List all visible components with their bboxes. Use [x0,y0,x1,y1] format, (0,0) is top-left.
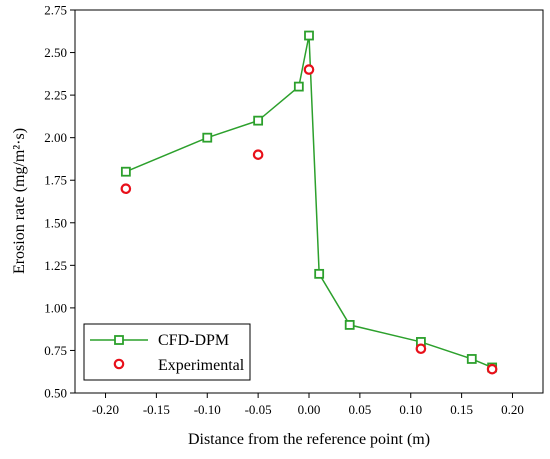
y-tick-label: 2.75 [44,3,67,18]
y-axis-title: Erosion rate (mg/m²·s) [11,128,28,274]
cfd-dpm-marker [344,320,355,330]
legend-label-experimental: Experimental [158,357,245,374]
series-layer [120,30,498,375]
y-tick-label: 2.25 [44,88,67,103]
x-tick-label: -0.20 [92,402,119,417]
experimental-marker [415,343,427,355]
cfd-dpm-marker [293,81,304,92]
x-tick-label: 0.05 [348,402,371,417]
y-tick-label: 2.00 [44,130,67,145]
x-tick-label: -0.05 [245,402,272,417]
x-tick-label: 0.20 [501,402,524,417]
x-tick-label: 0.10 [399,402,422,417]
y-tick-label: 1.25 [44,258,67,273]
cfd-dpm-marker [466,354,477,364]
y-axis-ticks: 0.50 0.75 1.00 1.25 1.50 1.75 2.00 2.25 2.50 2.75 [44,3,75,401]
legend-exp-marker [113,358,125,370]
cfd-dpm-marker [304,30,314,41]
cfd-dpm-marker [120,166,131,177]
cfd-dpm-line [125,35,493,369]
legend-label-cfd-dpm: CFD-DPM [158,332,229,349]
cfd-dpm-marker [253,115,264,126]
legend-box [83,323,251,381]
experimental-marker [486,363,498,375]
x-axis-title: Distance from the reference point (m) [188,431,430,448]
x-axis-ticks: -0.20 -0.15 -0.10 -0.05 0.00 0.05 0.10 0.15 0.20 [92,393,524,417]
experimental-marker [252,149,264,160]
y-tick-label: 2.50 [44,45,67,60]
x-tick-label: 0.00 [298,402,321,417]
x-tick-label: -0.10 [194,402,221,417]
y-tick-label: 1.00 [44,300,67,315]
y-tick-label: 0.75 [44,343,67,358]
cfd-dpm-marker [314,268,325,279]
y-tick-label: 1.75 [44,173,67,188]
experimental-marker [303,64,315,75]
experimental-marker [120,183,132,195]
y-tick-label: 1.50 [44,215,67,230]
legend-cfd-marker [114,335,124,345]
y-tick-label: 0.50 [44,386,67,401]
x-tick-label: -0.15 [143,402,170,417]
cfd-dpm-marker [202,132,213,143]
legend: CFD-DPM Experimental [83,323,251,381]
x-tick-label: 0.15 [450,402,473,417]
